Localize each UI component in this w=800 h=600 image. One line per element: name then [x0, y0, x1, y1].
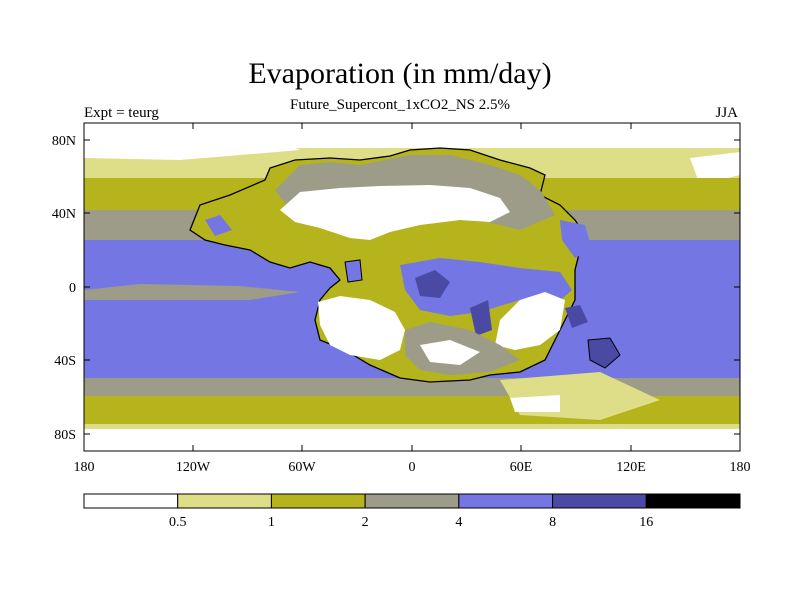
colorbar-label: 2: [362, 515, 369, 530]
x-tick-label: 120W: [176, 460, 211, 475]
continent-dark-blue-2: [470, 300, 492, 336]
colorbar-label: 4: [455, 515, 462, 530]
colorbar-swatch: [270, 493, 366, 509]
colorbar-label: 0.5: [169, 515, 187, 530]
evaporation-field: [84, 123, 740, 451]
y-tick-label: 40N: [52, 207, 76, 222]
continent-white-south-west: [318, 296, 405, 360]
colorbar-swatch: [364, 493, 460, 509]
plot-subtitle: Future_Supercont_1xCO2_NS 2.5%: [290, 97, 510, 113]
colorbar-swatch: [83, 493, 179, 509]
y-tick-label: 40S: [54, 354, 76, 369]
x-tick-label: 180: [730, 460, 751, 475]
band-north-white-patch-east: [690, 152, 740, 185]
continent-white-north: [280, 185, 510, 240]
colorbar-swatch: [177, 493, 272, 509]
colorbar-label: 1: [268, 515, 275, 530]
region-dark-east: [565, 305, 588, 328]
x-tick-label: 0: [409, 460, 416, 475]
colorbar-swatch: [645, 493, 741, 509]
island-sw-blue: [344, 259, 363, 283]
colorbar: 0.5 1 2 4 8 16: [83, 493, 741, 530]
band-north-white-patch: [84, 128, 300, 160]
x-tick-label: 120E: [616, 460, 646, 475]
x-axis: [83, 123, 741, 451]
y-tick-label: 0: [69, 281, 76, 296]
x-tick-label: 180: [74, 460, 95, 475]
colorbar-swatch: [458, 493, 554, 509]
continent-white-south-east: [495, 292, 565, 350]
band-south-white: [510, 395, 560, 412]
colorbar-label: 16: [639, 515, 653, 530]
y-tick-label: 80N: [52, 134, 76, 149]
x-tick-label: 60E: [510, 460, 533, 475]
band-tropical-gray: [84, 284, 300, 300]
y-axis: [84, 139, 740, 435]
lake-west: [205, 215, 232, 236]
colorbar-label: 8: [549, 515, 556, 530]
experiment-label: Expt = teurg: [84, 105, 159, 121]
page-title: Evaporation (in mm/day): [248, 57, 552, 90]
colorbar-swatch: [552, 493, 647, 509]
continent-blue-central: [400, 258, 572, 316]
island-east: [587, 337, 621, 369]
x-tick-label: 60W: [288, 460, 316, 475]
island-ne: [560, 220, 592, 258]
season-label: JJA: [715, 105, 738, 121]
band-south-3: [84, 424, 740, 430]
y-tick-label: 80S: [54, 428, 76, 443]
continent-dark-blue: [415, 270, 450, 298]
continent-white-south: [420, 340, 480, 365]
band-south-polar: [84, 429, 740, 451]
